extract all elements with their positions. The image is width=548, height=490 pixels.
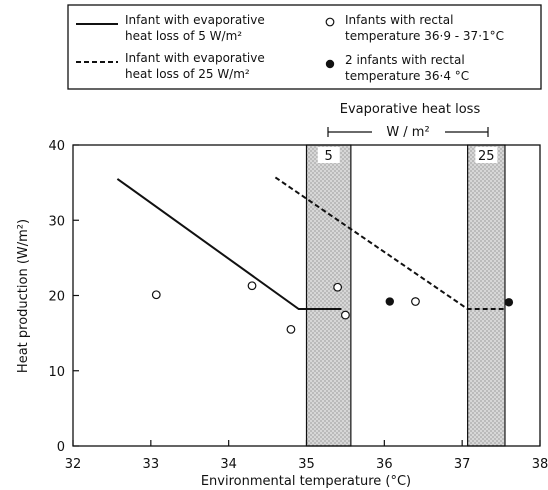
band-annotation: Evaporative heat loss W / m² [327,102,489,140]
open-point-3 [333,282,343,292]
x-tick-label-35: 35 [298,457,315,472]
x-axis-label: Environmental temperature (°C) [201,474,411,489]
band-label-bg-5 [317,147,340,163]
band-label-25: 25 [478,149,495,164]
x-tick-label-33: 33 [143,457,160,472]
band-annotation-title: Evaporative heat loss [340,102,481,117]
series-layer [116,176,505,310]
legend-solid-line2: heat loss of 5 W/m² [125,29,242,43]
band-label-5: 5 [325,149,333,164]
band-25 [467,144,506,447]
open-point-1 [247,281,257,291]
open-point-2 [286,324,296,334]
axis-ticks: 32 33 34 35 36 37 38 0 10 20 30 40 [48,139,548,472]
open-point-4 [341,310,350,320]
legend-dashed-line2: heat loss of 25 W/m² [125,67,250,81]
y-tick-label-10: 10 [48,365,65,380]
series-line-solid [116,178,342,310]
legend-frame [67,4,542,90]
y-axis-label: Heat production (W/m²) [16,219,31,373]
open-point-5 [411,297,420,306]
band-5 [305,144,352,447]
legend: Infant with evaporative heat loss of 5 W… [67,4,542,90]
y-tick-label-0: 0 [57,440,65,455]
x-tick-label-34: 34 [220,457,237,472]
legend-dashed-line1: Infant with evaporative [125,51,265,65]
legend-open-line1: Infants with rectal [345,13,453,27]
x-tick-label-32: 32 [65,457,82,472]
y-tick-label-40: 40 [48,139,65,154]
x-tick-label-36: 36 [376,457,393,472]
y-tick-label-30: 30 [48,214,65,229]
y-tick-label-20: 20 [48,290,65,305]
filled-point-0 [385,297,394,306]
x-tick-label-38: 38 [532,457,548,472]
points-layer [151,281,514,334]
legend-filled-swatch [325,59,335,69]
series-line-dashed [274,176,505,310]
legend-filled-line1: 2 infants with rectal [345,53,465,67]
legend-solid-line1: Infant with evaporative [125,13,265,27]
legend-open-line2: temperature 36·9 - 37·1°C [345,29,504,43]
band-annotation-unit: W / m² [386,125,429,140]
legend-filled-line2: temperature 36·4 °C [345,69,469,83]
band-layer: 5 25 [305,144,506,447]
band-label-bg-25 [475,147,498,163]
x-tick-label-37: 37 [454,457,471,472]
filled-point-1 [504,298,514,307]
legend-open-swatch [325,17,335,27]
open-point-0 [151,290,161,300]
